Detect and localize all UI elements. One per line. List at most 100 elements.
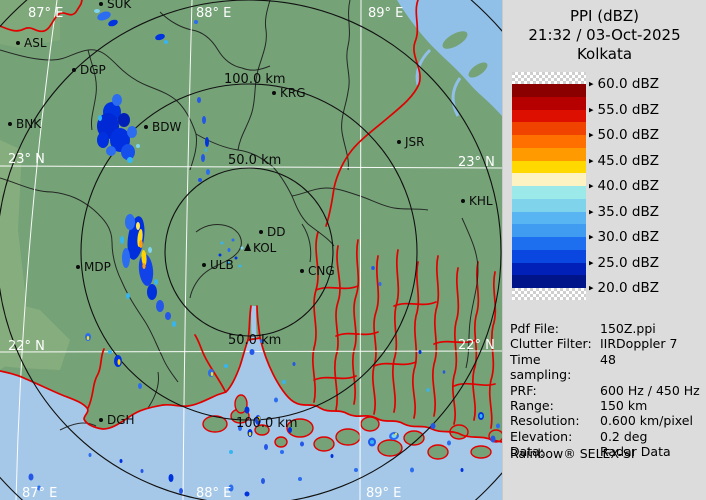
tick-label: 40.0 dBZ <box>597 178 659 194</box>
metadata-value: 48 <box>600 351 616 367</box>
metadata-list: Pdf File: 150Z.ppi Clutter Filter: IIRDoppl… <box>510 321 704 460</box>
station-label: DD <box>267 225 285 239</box>
tick-arrow-icon: ▸ <box>589 130 594 141</box>
station-dot <box>144 125 148 129</box>
graticule-label: 87° E <box>22 486 57 500</box>
legend-colorbar <box>512 72 586 300</box>
station-dot <box>76 265 80 269</box>
legend-band <box>512 173 586 186</box>
software-credit: Rainbow® SELEX-SI <box>510 446 635 461</box>
station-label: SUK <box>107 0 132 11</box>
graticule-label: 23° N <box>458 155 495 170</box>
tick-label: 55.0 dBZ <box>597 101 659 118</box>
legend-band <box>512 96 586 110</box>
metadata-row: Time sampling: 48 <box>510 352 704 383</box>
tick-label: 25.0 dBZ <box>597 254 659 271</box>
station-dot <box>259 230 263 234</box>
legend-band <box>512 160 586 174</box>
metadata-label: Range: <box>510 398 554 414</box>
legend-cap-top <box>512 72 586 84</box>
tick-label: 30.0 dBZ <box>597 229 659 245</box>
graticule-label: 88° E <box>196 486 231 500</box>
station-label: CNG <box>308 264 335 278</box>
station-dot <box>300 269 304 273</box>
station-label: ULB <box>210 258 234 272</box>
legend-tick: ▸ 50.0 dBZ <box>589 127 659 143</box>
tick-label: 20.0 dBZ <box>597 280 659 296</box>
metadata-row: Range: 150 km <box>510 398 704 413</box>
legend-band <box>512 109 586 123</box>
graticule <box>0 0 502 500</box>
legend-band <box>512 211 586 225</box>
metadata-label: Resolution: <box>510 413 580 429</box>
radar-map-canvas: 100.0 km 50.0 km 50.0 km 100.0 km SUK ASL DGP… <box>0 0 502 500</box>
graticule-label: 22° N <box>8 339 45 354</box>
station-label: KRG <box>280 86 306 100</box>
metadata-row: Elevation: 0.2 deg <box>510 429 704 444</box>
tick-label: 60.0 dBZ <box>597 76 659 92</box>
range-ring-label: 50.0 km <box>228 153 281 168</box>
metadata-label: Elevation: <box>510 428 573 444</box>
legend-tick: ▸ 40.0 dBZ <box>589 178 659 194</box>
tick-arrow-icon: ▸ <box>589 181 594 192</box>
metadata-value: IIRDoppler 7 <box>600 336 678 352</box>
radar-echoes <box>28 9 500 497</box>
tick-arrow-icon: ▸ <box>589 258 594 268</box>
metadata-value: 600 Hz / 450 Hz <box>600 382 700 398</box>
metadata-label: Time sampling: <box>510 351 572 383</box>
metadata-row: Pdf File: 150Z.ppi <box>510 321 704 336</box>
tick-label: 45.0 dBZ <box>597 152 659 169</box>
metadata-row: Data: Radar Data <box>510 444 704 459</box>
station-dot <box>202 263 206 267</box>
legend-band <box>512 262 586 276</box>
range-ring-label: 50.0 km <box>228 333 281 348</box>
radar-site-name: Kolkata <box>576 45 633 63</box>
station-label: BNK <box>16 117 42 131</box>
metadata-row: Resolution: 0.600 km/pixel <box>510 413 704 428</box>
metadata-label: Data: <box>510 444 545 460</box>
product-type: PPI (dBZ) <box>569 7 640 25</box>
station-dot <box>99 2 103 6</box>
tick-arrow-icon: ▸ <box>589 232 594 243</box>
metadata-label: Pdf File: <box>510 321 559 336</box>
range-ring-label: 100.0 km <box>236 416 298 431</box>
district-boundaries <box>0 0 479 431</box>
legend-band <box>512 249 586 263</box>
legend-band <box>512 135 586 148</box>
legend-band <box>512 186 586 199</box>
station-label: ASL <box>24 36 47 50</box>
station-dot <box>99 418 103 422</box>
station-label: BDW <box>152 120 181 134</box>
metadata-value: 0.600 km/pixel <box>600 413 693 429</box>
station-dot <box>16 41 20 45</box>
station-dot <box>272 91 276 95</box>
station-label: KOL <box>253 241 277 255</box>
station-dot <box>461 199 465 203</box>
graticule-label: 89° E <box>368 6 403 21</box>
legend-tick: ▸ 60.0 dBZ <box>589 76 659 92</box>
tick-arrow-icon: ▸ <box>589 156 594 166</box>
tick-label: 50.0 dBZ <box>597 127 659 143</box>
graticule-label: 87° E <box>28 6 63 21</box>
station-dot <box>397 140 401 144</box>
metadata-row: PRF: 600 Hz / 450 Hz <box>510 383 704 398</box>
delta-islands <box>202 394 502 460</box>
legend-ticks: ▸ 60.0 dBZ ▸ 55.0 dBZ ▸ 50.0 dBZ ▸ 45.0 dBZ ▸ 40.… <box>589 0 705 320</box>
product-title: PPI (dBZ) 21:32 / 03-Oct-2025 Kolkata <box>503 0 706 64</box>
metadata-value: 150Z.ppi <box>600 321 656 336</box>
legend-band <box>512 224 586 237</box>
graticule-label: 88° E <box>196 6 231 21</box>
legend-tick: ▸ 45.0 dBZ <box>589 153 659 169</box>
station-label: DGP <box>80 63 106 77</box>
metadata-value: 0.2 deg <box>600 428 648 444</box>
radar-site-marker <box>244 243 251 251</box>
station-dot <box>72 68 76 72</box>
station-label: DGH <box>107 413 135 427</box>
metadata-value: Radar Data <box>600 444 671 460</box>
metadata-label: PRF: <box>510 382 537 398</box>
legend-cap-bottom <box>512 288 586 300</box>
product-timestamp: 21:32 / 03-Oct-2025 <box>528 26 681 44</box>
station-label: JSR <box>404 135 425 149</box>
legend-band <box>512 84 586 97</box>
graticule-label: 23° N <box>8 152 45 167</box>
